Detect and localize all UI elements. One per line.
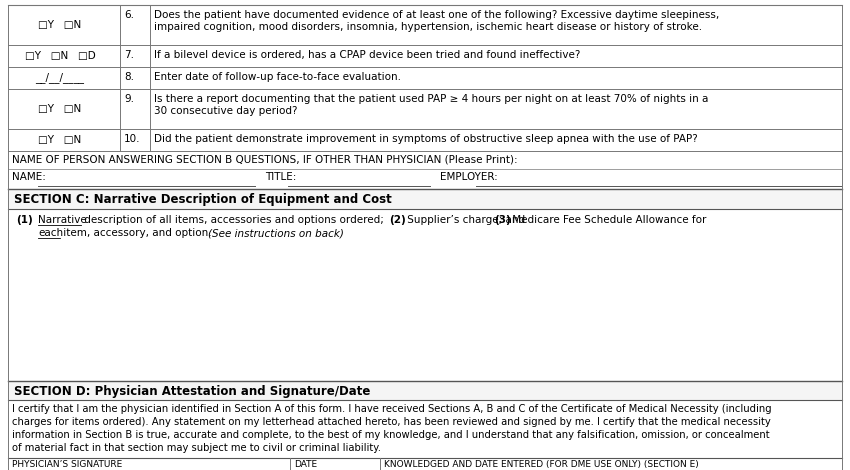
Text: (1): (1)	[16, 215, 33, 225]
Text: Narrative: Narrative	[38, 215, 87, 225]
Text: 8.: 8.	[124, 72, 134, 82]
Text: 30 consecutive day period?: 30 consecutive day period?	[154, 106, 298, 116]
Text: Enter date of follow-up face-to-face evaluation.: Enter date of follow-up face-to-face eva…	[154, 72, 401, 82]
Text: □Y   □N: □Y □N	[38, 104, 82, 114]
Text: NAME OF PERSON ANSWERING SECTION B QUESTIONS, IF OTHER THAN PHYSICIAN (Please Pr: NAME OF PERSON ANSWERING SECTION B QUEST…	[12, 155, 518, 165]
Text: Did the patient demonstrate improvement in symptoms of obstructive sleep apnea w: Did the patient demonstrate improvement …	[154, 134, 698, 144]
Text: information in Section B is true, accurate and complete, to the best of my knowl: information in Section B is true, accura…	[12, 430, 769, 440]
Text: PHYSICIAN’S SIGNATURE: PHYSICIAN’S SIGNATURE	[12, 460, 122, 469]
Text: (See instructions on back): (See instructions on back)	[208, 228, 344, 238]
Text: Does the patient have documented evidence of at least one of the following? Exce: Does the patient have documented evidenc…	[154, 10, 719, 20]
Text: impaired cognition, mood disorders, insomnia, hypertension, ischemic heart disea: impaired cognition, mood disorders, inso…	[154, 22, 702, 32]
Text: SECTION C: Narrative Description of Equipment and Cost: SECTION C: Narrative Description of Equi…	[14, 193, 392, 206]
Bar	[8, 189, 842, 209]
Text: (2): (2)	[389, 215, 405, 225]
Text: description of all items, accessories and options ordered;: description of all items, accessories an…	[81, 215, 387, 225]
Text: I certify that I am the physician identified in Section A of this form. I have r: I certify that I am the physician identi…	[12, 404, 772, 414]
Text: Is there a report documenting that the patient used PAP ≥ 4 hours per night on a: Is there a report documenting that the p…	[154, 94, 708, 104]
Text: 10.: 10.	[124, 134, 140, 144]
Bar	[8, 381, 842, 400]
Text: __/__/____: __/__/____	[36, 72, 84, 84]
Text: SECTION D: Physician Attestation and Signature/Date: SECTION D: Physician Attestation and Sig…	[14, 385, 371, 398]
Text: □Y   □N: □Y □N	[38, 135, 82, 145]
Text: DATE: DATE	[294, 460, 317, 469]
Text: 9.: 9.	[124, 94, 134, 104]
Text: of material fact in that section may subject me to civil or criminal liability.: of material fact in that section may sub…	[12, 443, 381, 453]
Text: □Y   □N: □Y □N	[38, 20, 82, 30]
Text: □Y   □N   □D: □Y □N □D	[25, 51, 95, 61]
Text: KNOWLEDGED AND DATE ENTERED (FOR DME USE ONLY) (SECTION E): KNOWLEDGED AND DATE ENTERED (FOR DME USE…	[384, 460, 699, 469]
Text: EMPLOYER:: EMPLOYER:	[440, 172, 498, 182]
Text: TITLE:: TITLE:	[265, 172, 297, 182]
Text: 7.: 7.	[124, 50, 134, 60]
Text: charges for items ordered). Any statement on my letterhead attached hereto, has : charges for items ordered). Any statemen…	[12, 417, 771, 427]
Text: each: each	[38, 228, 63, 238]
Text: If a bilevel device is ordered, has a CPAP device been tried and found ineffecti: If a bilevel device is ordered, has a CP…	[154, 50, 581, 60]
Text: NAME:: NAME:	[12, 172, 46, 182]
Text: item, accessory, and option.: item, accessory, and option.	[60, 228, 215, 238]
Text: Supplier’s charge; and: Supplier’s charge; and	[404, 215, 529, 225]
Text: Medicare Fee Schedule Allowance for: Medicare Fee Schedule Allowance for	[509, 215, 706, 225]
Text: 6.: 6.	[124, 10, 134, 20]
Text: (3): (3)	[494, 215, 511, 225]
